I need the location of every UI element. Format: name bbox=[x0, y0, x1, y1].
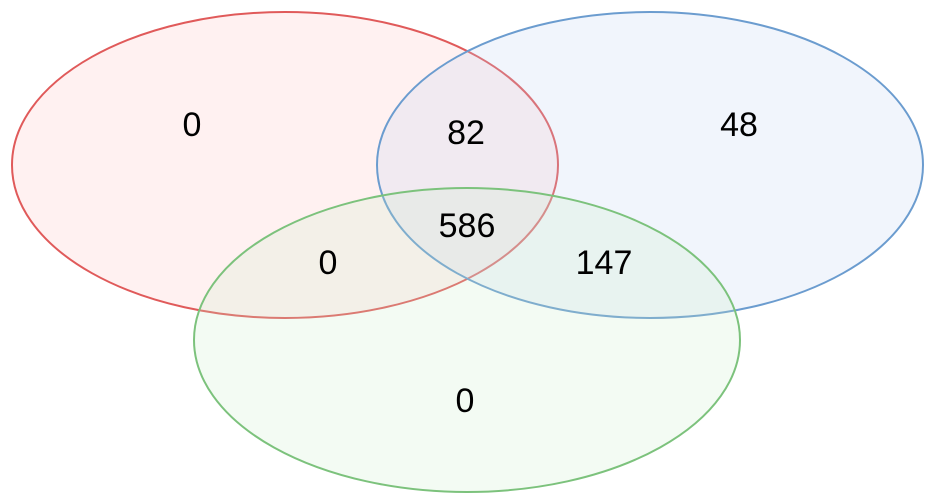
region-count: 48 bbox=[720, 106, 758, 144]
set-green bbox=[193, 187, 741, 493]
region-count: 586 bbox=[439, 207, 496, 245]
region-count: 82 bbox=[447, 114, 485, 152]
region-count: 0 bbox=[183, 106, 202, 144]
region-count: 0 bbox=[456, 382, 475, 420]
region-count: 147 bbox=[576, 244, 633, 282]
set-red bbox=[11, 11, 559, 319]
set-blue bbox=[376, 11, 924, 319]
region-count: 0 bbox=[319, 244, 338, 282]
